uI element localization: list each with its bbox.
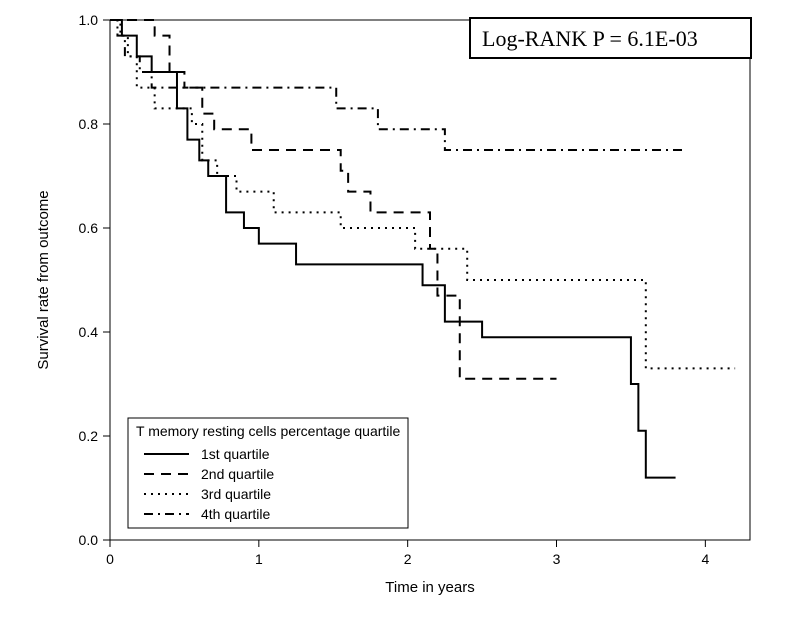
y-tick-label: 1.0 bbox=[79, 12, 99, 28]
x-tick-label: 2 bbox=[404, 551, 412, 567]
y-tick-label: 0.8 bbox=[79, 116, 99, 132]
x-tick-label: 0 bbox=[106, 551, 114, 567]
x-axis-title: Time in years bbox=[385, 579, 474, 596]
y-axis-title: Survival rate from outcome bbox=[35, 190, 52, 369]
x-tick-label: 3 bbox=[553, 551, 561, 567]
series-1 bbox=[110, 20, 676, 478]
series-3 bbox=[110, 20, 735, 368]
y-tick-label: 0.6 bbox=[79, 220, 99, 236]
plot-frame bbox=[110, 20, 750, 540]
km-survival-chart: 0 1 2 3 4 Time in years 0.0 0.2 0.4 0.6 0.8 1.0 Surv… bbox=[0, 0, 800, 623]
pvalue-text: Log-RANK P = 6.1E-03 bbox=[482, 26, 698, 51]
x-tick-label: 4 bbox=[701, 551, 709, 567]
y-tick-label: 0.4 bbox=[79, 324, 99, 340]
x-tick-label: 1 bbox=[255, 551, 263, 567]
legend-label-1: 1st quartile bbox=[201, 446, 270, 462]
legend-label-4: 4th quartile bbox=[201, 506, 270, 522]
legend-title: T memory resting cells percentage quarti… bbox=[136, 423, 401, 439]
legend-label-2: 2nd quartile bbox=[201, 466, 274, 482]
y-tick-label: 0.0 bbox=[79, 532, 99, 548]
legend-label-3: 3rd quartile bbox=[201, 486, 271, 502]
y-tick-label: 0.2 bbox=[79, 428, 99, 444]
